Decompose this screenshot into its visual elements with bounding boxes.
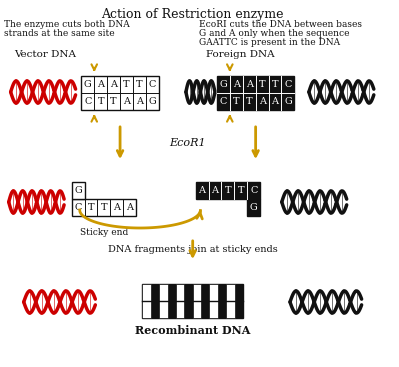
Bar xyxy=(193,284,201,318)
Text: C: C xyxy=(75,203,82,212)
Text: A: A xyxy=(110,80,117,89)
Text: EcoRI cuts the DNA between bases: EcoRI cuts the DNA between bases xyxy=(198,20,361,29)
Bar xyxy=(226,284,235,318)
Text: T: T xyxy=(237,186,244,195)
Text: A: A xyxy=(136,97,143,106)
Bar xyxy=(142,284,151,318)
Text: G and A only when the sequence: G and A only when the sequence xyxy=(198,29,349,38)
Bar xyxy=(247,199,260,216)
Text: The enzyme cuts both DNA: The enzyme cuts both DNA xyxy=(4,20,130,29)
Text: A: A xyxy=(211,186,219,195)
Text: T: T xyxy=(259,80,265,89)
Text: T: T xyxy=(136,80,143,89)
Text: A: A xyxy=(233,80,240,89)
Bar xyxy=(217,76,294,110)
Text: A: A xyxy=(246,80,253,89)
Bar xyxy=(209,284,218,318)
Text: G: G xyxy=(84,80,92,89)
Bar xyxy=(176,284,184,318)
Bar xyxy=(142,284,243,318)
Text: C: C xyxy=(220,97,227,106)
Text: A: A xyxy=(271,97,279,106)
Text: A: A xyxy=(126,203,133,212)
Bar xyxy=(72,199,136,216)
Text: G: G xyxy=(148,97,156,106)
Bar xyxy=(72,182,85,199)
Text: A: A xyxy=(113,203,120,212)
Bar xyxy=(159,284,168,318)
Text: Sticky end: Sticky end xyxy=(80,228,128,237)
Text: A: A xyxy=(97,80,104,89)
Text: T: T xyxy=(88,203,94,212)
Text: Vector DNA: Vector DNA xyxy=(14,50,77,59)
Text: DNA fragments join at sticky ends: DNA fragments join at sticky ends xyxy=(108,246,278,254)
Text: T: T xyxy=(110,97,117,106)
Text: T: T xyxy=(246,97,253,106)
Text: T: T xyxy=(233,97,239,106)
Text: C: C xyxy=(284,80,292,89)
Text: T: T xyxy=(225,186,231,195)
Text: Foreign DNA: Foreign DNA xyxy=(206,50,275,59)
Text: G: G xyxy=(74,186,82,195)
Text: A: A xyxy=(123,97,130,106)
Text: Action of Restriction enzyme: Action of Restriction enzyme xyxy=(101,8,284,21)
Bar xyxy=(81,76,159,110)
Text: T: T xyxy=(272,80,279,89)
Text: C: C xyxy=(84,97,91,106)
Text: Sticky end: Sticky end xyxy=(204,188,252,197)
Text: Recombinant DNA: Recombinant DNA xyxy=(135,325,251,336)
Text: C: C xyxy=(149,80,156,89)
Bar xyxy=(196,182,260,199)
Text: G: G xyxy=(250,203,258,212)
Text: A: A xyxy=(199,186,205,195)
Text: T: T xyxy=(101,203,107,212)
Text: A: A xyxy=(259,97,266,106)
Text: GAATTC is present in the DNA: GAATTC is present in the DNA xyxy=(198,38,340,47)
Text: T: T xyxy=(97,97,104,106)
Text: C: C xyxy=(250,186,257,195)
Text: T: T xyxy=(123,80,130,89)
Text: strands at the same site: strands at the same site xyxy=(4,29,115,38)
Text: EcoR1: EcoR1 xyxy=(170,138,206,148)
Text: G: G xyxy=(219,80,227,89)
Text: G: G xyxy=(284,97,292,106)
